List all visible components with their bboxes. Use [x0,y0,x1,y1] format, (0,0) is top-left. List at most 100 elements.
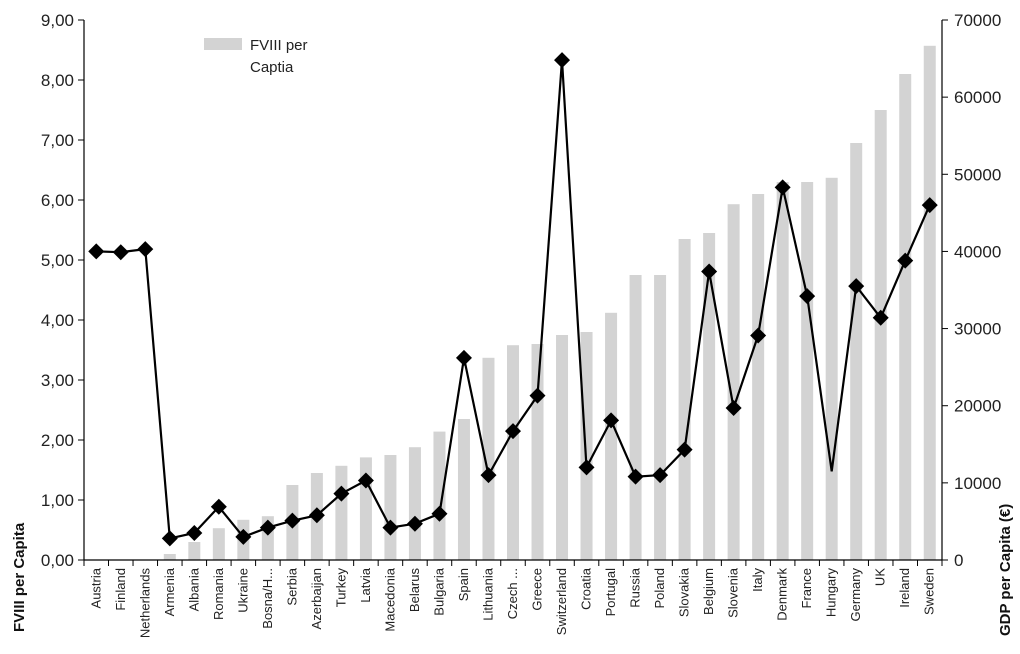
gdp-marker-14 [431,505,448,522]
gdp-marker-20 [578,459,595,476]
x-axis-ticks: Austria Finland Netherlands Armenia Albania R… [83,560,943,639]
bar-4 [188,542,201,560]
category-label: Switzerland [554,568,569,635]
bar-32 [874,110,887,560]
category-label: Slovenia [726,567,741,618]
gdp-marker-7 [259,519,276,536]
category-label: Ukraine [235,568,250,613]
category-label: Greece [530,568,545,611]
gdp-marker-21 [603,412,620,429]
category-label: UK [873,568,888,586]
gdp-marker-2 [137,241,154,258]
gdp-marker-28 [774,179,791,196]
left-tick-label: 8,00 [41,71,74,90]
right-tick-label: 20000 [954,397,1001,416]
gdp-marker-22 [627,468,644,485]
bar-33 [899,74,912,560]
category-label: Croatia [579,567,594,610]
bar-25 [703,233,716,560]
legend: FVIII per Captia [204,37,308,76]
bar-24 [678,239,691,560]
bar-21 [605,312,618,560]
category-label: Finland [113,568,128,611]
legend-label-line-1: FVIII per [250,37,308,54]
gdp-marker-18 [529,387,546,404]
bar-19 [556,335,569,560]
right-tick-label: 0 [954,551,963,570]
left-tick-label: 6,00 [41,191,74,210]
gdp-marker-29 [799,288,816,305]
gdp-marker-4 [186,525,203,541]
category-label: Turkey [333,568,348,608]
bar-26 [727,204,740,560]
bar-31 [850,143,863,560]
bar-29 [801,182,814,560]
category-label: Germany [848,568,863,622]
gdp-marker-6 [235,528,252,545]
axes [83,20,943,561]
bar-5 [212,528,225,560]
gdp-marker-23 [652,467,669,484]
left-tick-label: 1,00 [41,491,74,510]
gdp-marker-3 [161,530,178,547]
gdp-marker-5 [210,498,227,515]
gdp-marker-1 [112,244,129,261]
gdp-marker-0 [88,243,105,260]
category-label: Macedonia [382,567,397,631]
fviii-bars [163,45,936,561]
gdp-marker-34 [921,197,938,214]
right-tick-label: 40000 [954,242,1001,261]
category-label: Italy [750,568,765,592]
category-label: Latvia [358,567,373,602]
category-label: Hungary [824,568,839,618]
gdp-marker-31 [848,278,865,295]
category-label: Denmark [775,568,790,621]
left-tick-label: 3,00 [41,371,74,390]
left-axis-ticks: 0,00 1,00 2,00 3,00 4,00 5,00 6,00 7,00 8,00 9,00 [41,11,84,570]
bar-14 [433,431,446,560]
bar-12 [384,455,397,560]
gdp-line [88,52,938,547]
gdp-marker-12 [382,519,399,536]
gdp-marker-10 [333,485,350,502]
category-label: Spain [456,568,471,601]
left-tick-label: 9,00 [41,11,74,30]
bar-16 [482,357,495,560]
category-label: Belgium [701,568,716,615]
category-label: Sweden [922,568,937,615]
category-label: Portugal [603,568,618,617]
gdp-marker-9 [308,507,325,524]
category-label: Albania [186,567,201,611]
bar-34 [923,45,936,561]
gdp-marker-17 [505,423,521,440]
right-axis-ticks: 0 10000 20000 30000 40000 50000 60000 70000 [942,11,1001,570]
category-label: Bosna/H... [260,568,275,629]
category-label: Serbia [284,567,299,605]
category-label: Slovakia [677,567,692,617]
category-label: Poland [652,568,667,608]
gdp-marker-16 [480,467,497,484]
gdp-marker-27 [750,327,767,344]
bar-23 [654,275,667,560]
category-label: Austria [88,567,103,608]
bar-18 [531,344,544,560]
legend-swatch [204,38,242,50]
category-label: Netherlands [137,568,152,639]
gdp-marker-11 [357,472,374,489]
left-tick-label: 5,00 [41,251,74,270]
bar-22 [629,275,642,560]
bar-15 [457,419,470,560]
legend-label-line-2: Captia [250,59,294,76]
left-tick-label: 7,00 [41,131,74,150]
right-tick-label: 50000 [954,165,1001,184]
bar-20 [580,332,593,560]
bar-3 [163,554,176,560]
left-axis-title: FVIII per Capita [11,522,28,632]
gdp-marker-33 [897,252,914,269]
category-label: Czech ... [505,568,520,619]
category-label: Ireland [897,568,912,608]
right-tick-label: 30000 [954,320,1001,339]
category-label: Lithuania [480,567,495,621]
gdp-marker-19 [554,52,571,69]
